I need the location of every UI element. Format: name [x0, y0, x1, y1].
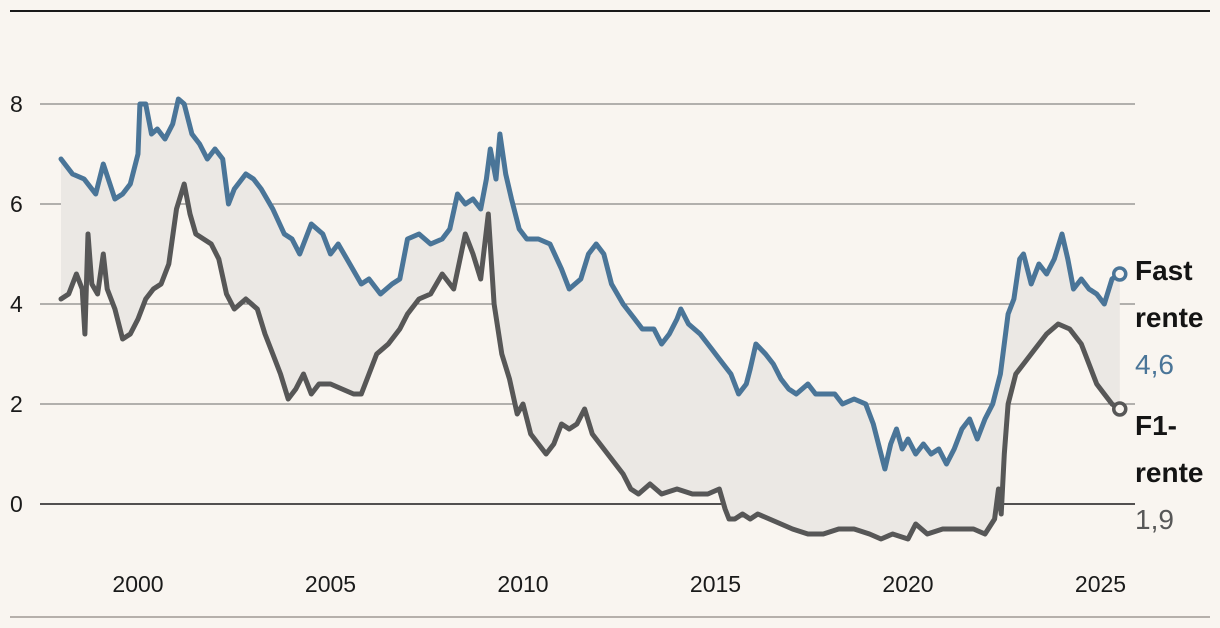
series-end-marker-f1 — [1112, 401, 1128, 417]
x-tick-label: 2020 — [882, 571, 933, 597]
series-value-f1: 1,9 — [1135, 504, 1174, 535]
series-line-fast — [58, 96, 1123, 472]
x-tick-label: 2015 — [690, 571, 741, 597]
series-value-fast: 4,6 — [1135, 349, 1174, 380]
x-tick-label: 2005 — [305, 571, 356, 597]
y-tick-label: 2 — [10, 391, 23, 417]
spread-area — [61, 99, 1120, 539]
series-lines — [58, 96, 1128, 542]
series-end-marker-fast — [1112, 266, 1128, 282]
y-axis-tick-labels: 0 2 4 6 8 — [10, 91, 23, 517]
x-axis-tick-labels: 2000 2005 2010 2015 2020 2025 — [112, 571, 1126, 597]
x-tick-label: 2025 — [1075, 571, 1126, 597]
x-tick-label: 2000 — [112, 571, 163, 597]
series-end-labels: Fast rente 4,6 F1- rente 1,9 — [1135, 255, 1203, 535]
y-tick-label: 4 — [10, 291, 23, 317]
y-tick-label: 0 — [10, 491, 23, 517]
y-tick-label: 8 — [10, 91, 23, 117]
y-tick-label: 6 — [10, 191, 23, 217]
series-label-fast: Fast — [1135, 255, 1193, 286]
series-line-f1 — [58, 181, 1123, 542]
x-tick-label: 2010 — [497, 571, 548, 597]
series-label-f1: rente — [1135, 457, 1203, 488]
series-label-f1: F1- — [1135, 410, 1177, 441]
area-between-series — [61, 99, 1120, 539]
series-label-fast: rente — [1135, 302, 1203, 333]
